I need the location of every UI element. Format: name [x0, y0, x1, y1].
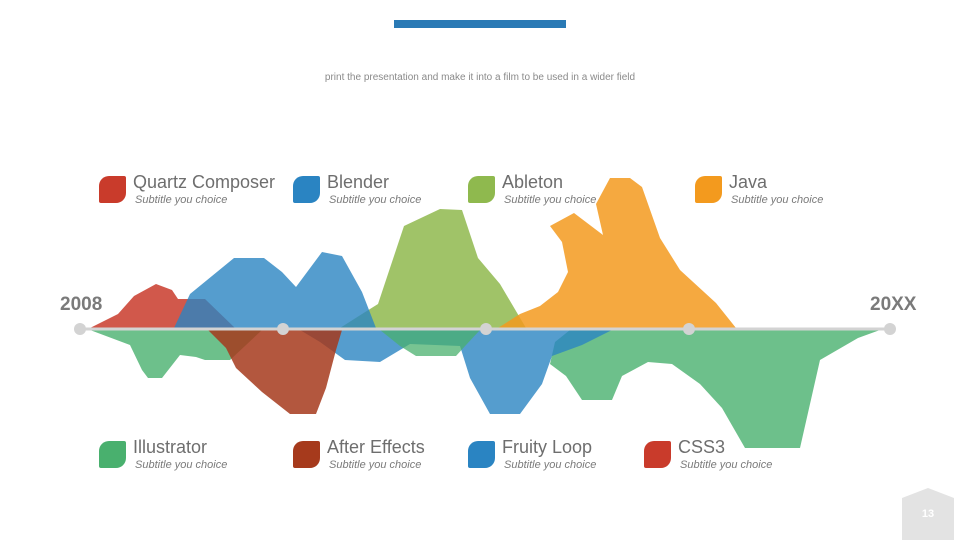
legend-item-name: CSS3 [678, 437, 726, 457]
stream-java [498, 178, 736, 328]
timeline-node [480, 323, 492, 335]
stream-css3 [550, 330, 880, 448]
title-accent-bar [394, 20, 566, 28]
legend-item-name: Java [729, 172, 768, 192]
legend-item-name: Blender [327, 172, 390, 192]
stream-blender [174, 252, 376, 328]
stream-after-effects [208, 330, 342, 414]
legend-item-subtitle: Subtitle you choice [731, 194, 824, 206]
legend-item-subtitle: Subtitle you choice [329, 459, 422, 471]
timeline-start-label: 2008 [60, 294, 103, 315]
legend-item-subtitle: Subtitle you choice [504, 194, 597, 206]
timeline-node [683, 323, 695, 335]
timeline-node [277, 323, 289, 335]
ableton-chip-icon [468, 176, 495, 203]
legend-item-subtitle: Subtitle you choice [329, 194, 422, 206]
timeline-end-label: 20XX [870, 294, 917, 315]
java-chip-icon [695, 176, 722, 203]
slide-subtitle: print the presentation and make it into … [324, 72, 636, 83]
fruity-loop-chip-icon [468, 441, 495, 468]
quartz-composer-chip-icon [99, 176, 126, 203]
pentagon-badge-icon [902, 488, 954, 540]
stream-illustrator-mid [380, 330, 480, 356]
blender-chip-icon [293, 176, 320, 203]
css3-chip-icon [644, 441, 671, 468]
stream-illustrator [90, 330, 262, 378]
timeline-node-start [74, 323, 86, 335]
legend-item-name: After Effects [327, 437, 425, 457]
legend-item-name: Quartz Composer [133, 172, 276, 192]
page-number-badge: 13 [902, 488, 954, 540]
legend-item-subtitle: Subtitle you choice [135, 459, 228, 471]
timeline-node-end [884, 323, 896, 335]
legend-item-name: Ableton [502, 172, 564, 192]
after-effects-chip-icon [293, 441, 320, 468]
illustrator-chip-icon [99, 441, 126, 468]
legend-item-subtitle: Subtitle you choice [504, 459, 597, 471]
legend-item-name: Illustrator [133, 437, 208, 457]
legend-item-name: Fruity Loop [502, 437, 593, 457]
stream-ableton [340, 209, 526, 328]
legend-item-subtitle: Subtitle you choice [680, 459, 773, 471]
page-number: 13 [921, 508, 935, 520]
legend-item-subtitle: Subtitle you choice [135, 194, 228, 206]
stream-fruity-loop [300, 330, 612, 414]
